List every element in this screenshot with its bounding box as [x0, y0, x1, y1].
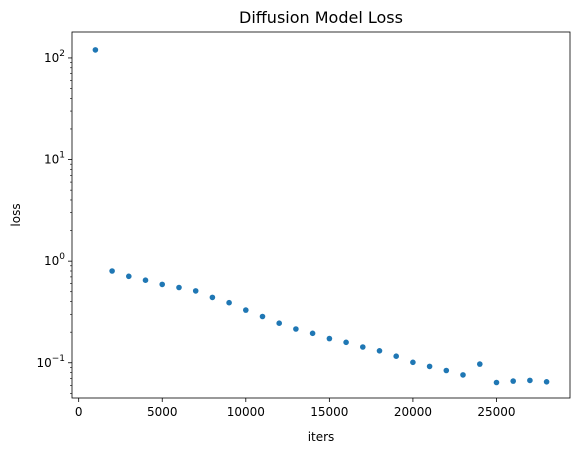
- data-point: [443, 367, 450, 374]
- data-point: [543, 379, 550, 385]
- data-point: [92, 47, 99, 53]
- data-point: [126, 273, 132, 280]
- x-axis-label: iters: [308, 430, 335, 444]
- data-points: [92, 47, 550, 386]
- data-point: [209, 294, 216, 301]
- x-tick-label: 20000: [394, 405, 432, 419]
- data-point: [192, 288, 199, 294]
- x-axis-ticks: 0 5000 10000 15000 20000 25000: [75, 398, 516, 419]
- x-tick-label: 0: [75, 405, 83, 419]
- data-point: [527, 377, 533, 384]
- data-point: [142, 277, 149, 284]
- x-tick-label: 15000: [310, 405, 348, 419]
- data-point: [226, 299, 232, 306]
- data-point: [109, 268, 115, 274]
- data-point: [343, 339, 349, 346]
- data-point: [276, 320, 283, 327]
- data-point: [243, 307, 249, 313]
- x-tick-label: 10000: [227, 405, 265, 419]
- data-point: [510, 378, 516, 384]
- data-point: [460, 372, 466, 378]
- data-point: [259, 313, 266, 320]
- data-point: [360, 344, 366, 350]
- plot-frame: [71, 31, 571, 399]
- y-tick-label: 100: [44, 252, 65, 268]
- data-point: [477, 361, 483, 367]
- data-point: [326, 335, 333, 342]
- chart-title: Diffusion Model Loss: [239, 8, 403, 27]
- data-point: [426, 363, 433, 370]
- data-point: [493, 379, 500, 386]
- data-point: [393, 353, 400, 360]
- y-tick-label: 101: [44, 151, 65, 167]
- y-axis-ticks: 102 101 100 10−1: [36, 49, 72, 394]
- data-point: [176, 284, 182, 291]
- y-tick-label: 10−1: [36, 354, 65, 370]
- data-point: [293, 326, 299, 332]
- y-axis-label: loss: [9, 203, 23, 226]
- data-point: [376, 348, 383, 354]
- x-tick-label: 5000: [147, 405, 178, 419]
- y-tick-label: 102: [44, 49, 65, 65]
- data-point: [309, 330, 316, 337]
- data-point: [159, 281, 165, 288]
- data-point: [410, 359, 416, 366]
- x-tick-label: 25000: [477, 405, 515, 419]
